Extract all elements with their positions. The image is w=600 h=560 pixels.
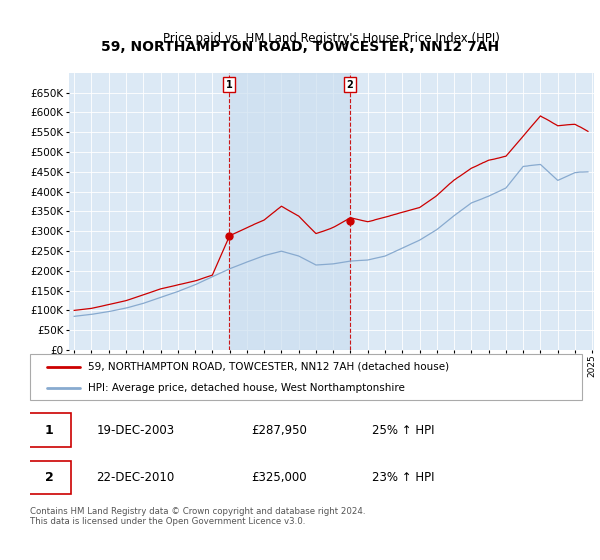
Text: Contains HM Land Registry data © Crown copyright and database right 2024.
This d: Contains HM Land Registry data © Crown c… xyxy=(30,507,365,526)
Text: 22-DEC-2010: 22-DEC-2010 xyxy=(96,470,175,484)
Text: 2: 2 xyxy=(347,80,353,90)
FancyBboxPatch shape xyxy=(27,460,71,494)
Text: 1: 1 xyxy=(45,423,53,437)
Text: 59, NORTHAMPTON ROAD, TOWCESTER, NN12 7AH (detached house): 59, NORTHAMPTON ROAD, TOWCESTER, NN12 7A… xyxy=(88,362,449,372)
Title: Price paid vs. HM Land Registry's House Price Index (HPI): Price paid vs. HM Land Registry's House … xyxy=(163,32,500,45)
FancyBboxPatch shape xyxy=(30,354,582,400)
Text: 59, NORTHAMPTON ROAD, TOWCESTER, NN12 7AH: 59, NORTHAMPTON ROAD, TOWCESTER, NN12 7A… xyxy=(101,40,499,54)
Text: £287,950: £287,950 xyxy=(251,423,307,437)
Text: 1: 1 xyxy=(226,80,232,90)
Text: £325,000: £325,000 xyxy=(251,470,307,484)
Text: 2: 2 xyxy=(45,470,53,484)
Bar xyxy=(229,73,350,350)
Text: 19-DEC-2003: 19-DEC-2003 xyxy=(96,423,175,437)
Text: 23% ↑ HPI: 23% ↑ HPI xyxy=(372,470,435,484)
Text: 25% ↑ HPI: 25% ↑ HPI xyxy=(372,423,435,437)
Text: HPI: Average price, detached house, West Northamptonshire: HPI: Average price, detached house, West… xyxy=(88,383,405,393)
FancyBboxPatch shape xyxy=(27,413,71,447)
